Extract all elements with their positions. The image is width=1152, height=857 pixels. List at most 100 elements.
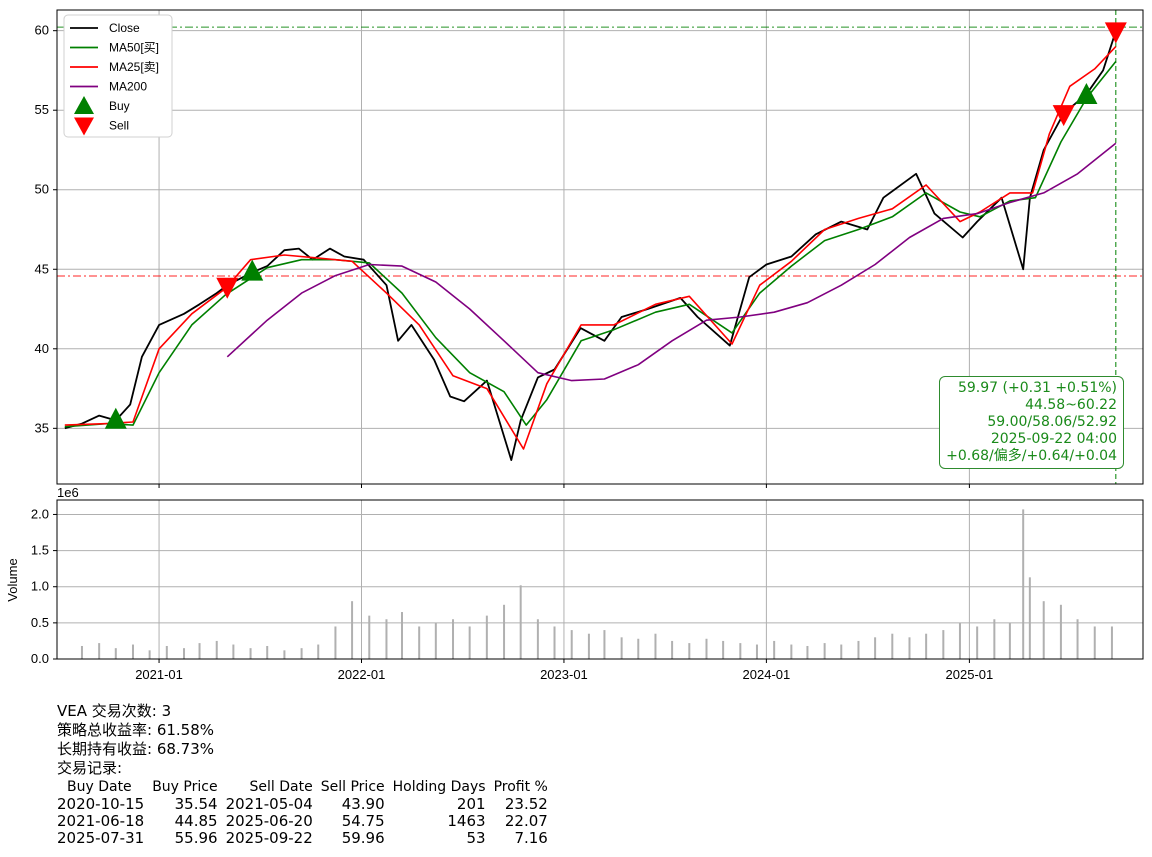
volume-bar — [1076, 619, 1079, 659]
legend-buy-label: Buy — [109, 99, 130, 113]
legend-buy-marker — [74, 96, 94, 114]
volume-bar — [1093, 626, 1096, 659]
x-ticks: 2021-01 2022-01 2023-01 2024-01 2025-01 — [135, 484, 993, 682]
volume-bar — [823, 643, 826, 659]
volume-bar — [519, 585, 522, 659]
volume-bar — [637, 638, 640, 659]
volume-bar — [368, 615, 371, 659]
sell-marker — [216, 277, 239, 299]
trades-header-row: Buy Date Buy Price Sell Date Sell Price … — [57, 779, 552, 796]
volume-bar — [553, 626, 556, 659]
price-series-group — [64, 30, 1117, 462]
ticker-trade-count: VEA 交易次数: 3 — [57, 702, 172, 720]
volume-y-tick-label: 2.0 — [31, 506, 49, 521]
price-y-tick-label: 50 — [35, 182, 49, 197]
price-y-tick-label: 45 — [35, 261, 49, 276]
table-row: 2021-06-18 44.85 2025-06-20 54.75 1463 2… — [57, 813, 552, 830]
cell-holding-days: 201 — [456, 795, 486, 813]
header-sell-date: Sell Date — [249, 779, 313, 795]
buy-marker — [104, 407, 127, 429]
cell-holding-days: 53 — [466, 829, 486, 847]
volume-bar — [705, 638, 708, 659]
legend-close-label: Close — [109, 21, 140, 35]
legend-ma200-label: MA200 — [109, 80, 147, 94]
volume-bar — [434, 622, 437, 659]
volume-bar — [620, 637, 623, 659]
volume-y-tick-label: 0.5 — [31, 615, 49, 630]
volume-bar — [874, 637, 877, 659]
volume-bar — [806, 645, 809, 659]
volume-bar — [722, 640, 725, 659]
x-tick-label: 2022-01 — [338, 667, 386, 682]
volume-y-tick-label: 1.5 — [31, 543, 49, 558]
volume-bars — [80, 509, 1113, 659]
info-timestamp: 2025-09-22 04:00 — [990, 431, 1117, 447]
volume-bar — [908, 637, 911, 659]
buy-marker — [1075, 82, 1098, 104]
volume-bar — [1110, 626, 1113, 659]
cell-buy-date: 2025-07-31 — [57, 829, 145, 847]
volume-panel: 0.00.51.01.52.0 2021-01 2022-01 2023-01 202… — [5, 484, 1144, 682]
volume-bar — [98, 643, 101, 659]
volume-bar — [317, 644, 320, 659]
cell-holding-days: 1463 — [447, 812, 486, 830]
price-panel: 35 40 45 50 55 60 — [35, 9, 1144, 485]
volume-bar — [452, 619, 455, 659]
volume-bar — [400, 612, 403, 659]
price-y-tick-label: 40 — [35, 341, 49, 356]
header-sell-price: Sell Price — [320, 779, 385, 795]
header-holding-days: Holding Days — [392, 779, 486, 795]
volume-bar — [1008, 622, 1011, 659]
volume-bar — [131, 644, 134, 659]
volume-bar — [503, 604, 506, 659]
volume-axis-label: Volume — [5, 558, 20, 601]
trade-markers — [104, 22, 1127, 429]
x-tick-label: 2025-01 — [946, 667, 994, 682]
cell-sell-date: 2025-09-22 — [225, 829, 313, 847]
volume-bar — [183, 648, 186, 659]
volume-bar — [925, 633, 928, 659]
buy-hold-return: 长期持有收益: 68.73% — [57, 740, 215, 758]
info-range: 44.58~60.22 — [1025, 397, 1117, 413]
cell-sell-price: 43.90 — [341, 795, 385, 813]
volume-bar — [891, 633, 894, 659]
legend-ma50-label: MA50[买] — [109, 41, 159, 55]
volume-bar — [114, 648, 117, 659]
cell-buy-price: 35.54 — [174, 795, 218, 813]
volume-bar — [165, 645, 168, 659]
volume-bar — [300, 648, 303, 659]
volume-bar — [485, 615, 488, 659]
ma200-line — [226, 142, 1117, 382]
cell-profit: 7.16 — [514, 829, 548, 847]
volume-bar — [603, 630, 606, 659]
cell-sell-date: 2021-05-04 — [225, 795, 313, 813]
volume-bar — [958, 622, 961, 659]
trades-table: Buy Date Buy Price Sell Date Sell Price … — [57, 779, 552, 847]
volume-bar — [993, 619, 996, 659]
volume-bar — [215, 640, 218, 659]
volume-bar — [283, 650, 286, 659]
table-row: 2025-07-31 55.96 2025-09-22 59.96 53 7.1… — [57, 830, 552, 847]
volume-bar — [976, 626, 979, 659]
volume-bar — [1022, 509, 1025, 659]
x-tick-label: 2024-01 — [743, 667, 791, 682]
volume-bar — [857, 640, 860, 659]
price-y-tick-label: 35 — [35, 420, 49, 435]
cell-sell-price: 59.96 — [341, 829, 385, 847]
legend: Close MA50[买] MA25[卖] MA200 Buy Sell — [63, 14, 173, 138]
legend-sell-marker — [74, 117, 94, 136]
ma50-line — [64, 61, 1117, 428]
header-buy-price: Buy Price — [152, 779, 218, 795]
volume-bar — [840, 644, 843, 659]
cell-profit: 23.52 — [504, 795, 548, 813]
legend-ma25-label: MA25[卖] — [109, 60, 159, 74]
buy-marker — [241, 259, 264, 281]
volume-scale-label: 1e6 — [57, 485, 79, 500]
legend-sell-label: Sell — [109, 119, 129, 133]
ma25-line — [64, 46, 1117, 450]
volume-bar — [654, 633, 657, 659]
volume-bar — [755, 644, 758, 659]
price-y-tick-label: 60 — [35, 23, 49, 38]
strategy-summary: VEA 交易次数: 3 策略总收益率: 61.58% 长期持有收益: 68.73… — [57, 702, 214, 778]
